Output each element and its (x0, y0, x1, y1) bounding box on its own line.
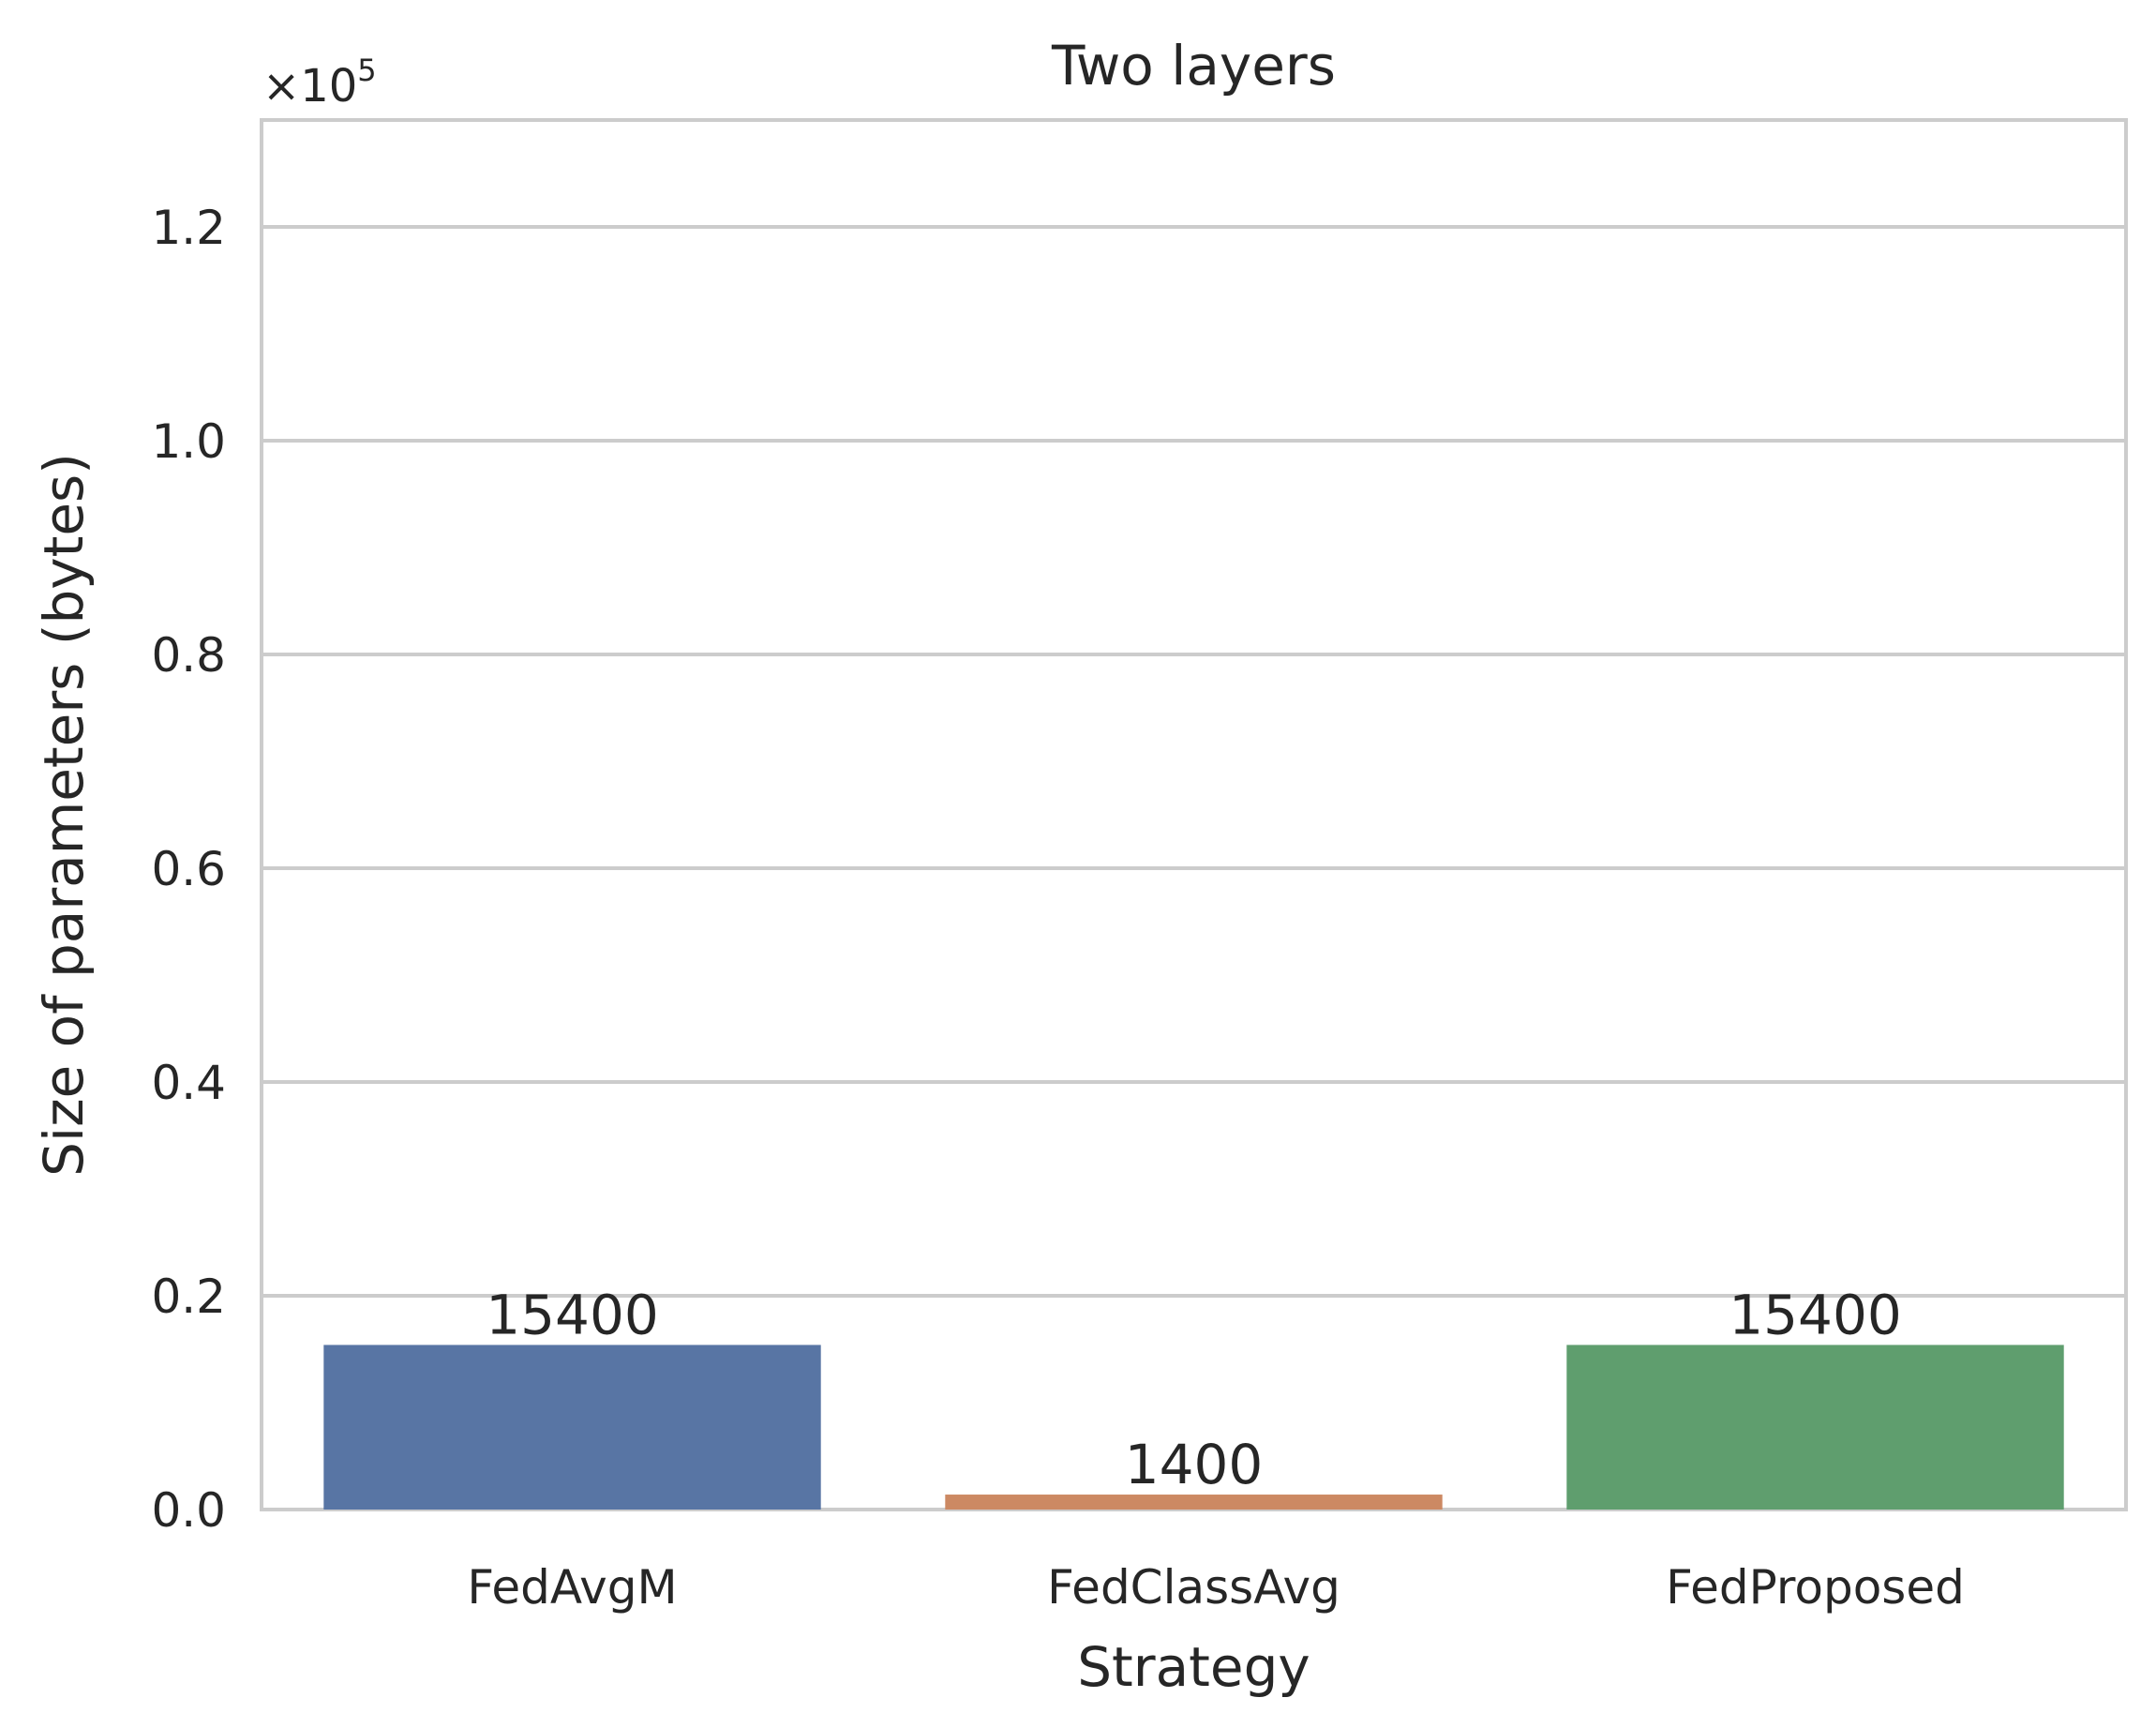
y-tick-label: 0.6 (151, 842, 226, 896)
data-label: 15400 (1729, 1283, 1902, 1346)
data-label: 1400 (1125, 1433, 1264, 1496)
y-offset-exponent: 5 (357, 53, 376, 88)
data-label: 15400 (486, 1283, 659, 1346)
y-tick-label: 0.4 (151, 1056, 226, 1110)
x-tick-label: FedProposed (1666, 1560, 1965, 1615)
x-tick-label: FedAvgM (467, 1560, 677, 1615)
y-tick-labels: 0.0 0.2 0.4 0.6 0.8 1.0 1.2 (151, 201, 226, 1538)
y-tick-label: 1.2 (151, 201, 226, 255)
y-tick-label: 0.2 (151, 1270, 226, 1324)
y-tick-label: 0.0 (151, 1483, 226, 1538)
x-tick-label: FedClassAvg (1047, 1560, 1340, 1615)
x-axis-label: Strategy (1077, 1635, 1310, 1699)
bar-fedclassavg (945, 1495, 1443, 1510)
chart-title: Two layers (1051, 34, 1336, 98)
data-labels: 15400 1400 15400 (486, 1283, 1902, 1496)
y-tick-label: 0.8 (151, 628, 226, 683)
x-tick-labels: FedAvgM FedClassAvg FedProposed (467, 1560, 1965, 1615)
y-axis-offset-label: ×105 (262, 53, 377, 113)
y-tick-label: 1.0 (151, 414, 226, 469)
bar-fedavgm (323, 1345, 821, 1510)
bars (323, 1345, 2064, 1510)
y-offset-base: ×10 (262, 60, 357, 113)
y-axis-label: Size of parameters (bytes) (32, 453, 96, 1177)
bar-fedproposed (1566, 1345, 2064, 1510)
